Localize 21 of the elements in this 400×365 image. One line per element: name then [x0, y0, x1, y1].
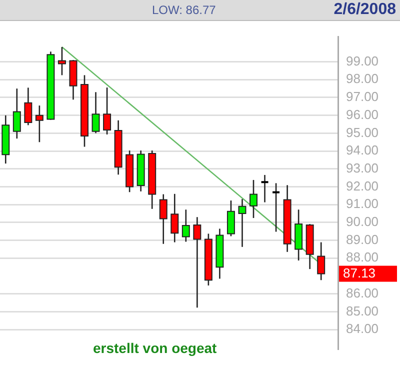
- text: 2/6/2008: [334, 1, 396, 19]
- text: LOW: 86.77: [152, 3, 216, 17]
- candlestick: [272, 182, 281, 232]
- y-tick-label: 92.00: [346, 178, 379, 194]
- y-tick-label: 93.00: [346, 160, 379, 176]
- text: 87.13: [343, 265, 376, 280]
- y-tick-label: 89.00: [346, 232, 379, 247]
- y-tick-label: 94.00: [346, 142, 379, 158]
- annotation: erstellt von oegeat: [93, 340, 217, 356]
- y-tick-label: 90.00: [346, 214, 379, 230]
- y-tick-label: 88.00: [346, 250, 379, 265]
- y-tick-label: 99.00: [346, 53, 379, 68]
- y-tick-label: 98.00: [346, 71, 379, 86]
- y-tick-label: 86.00: [346, 285, 379, 300]
- y-tick-label: 97.00: [346, 89, 379, 104]
- y-tick-label: 85.00: [346, 303, 379, 318]
- y-tick-label: 95.00: [346, 124, 379, 140]
- y-tick-label: 91.00: [346, 196, 379, 212]
- y-tick-label: 84.00: [346, 321, 379, 336]
- y-tick-label: 96.00: [346, 106, 379, 122]
- candlestick: [260, 174, 270, 203]
